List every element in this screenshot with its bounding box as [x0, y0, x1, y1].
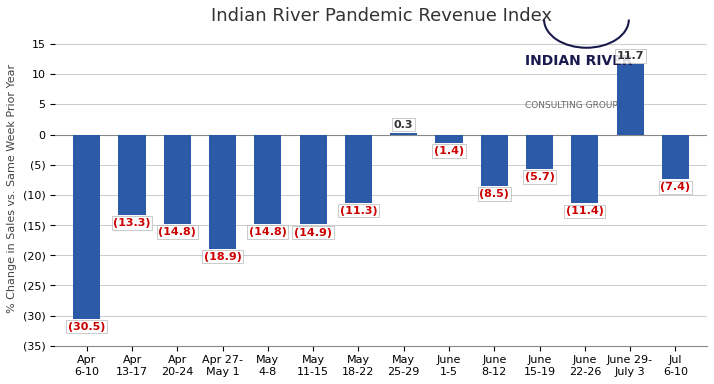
Text: (18.9): (18.9) — [203, 252, 241, 262]
Title: Indian River Pandemic Revenue Index: Indian River Pandemic Revenue Index — [211, 7, 552, 25]
Bar — [481, 135, 508, 186]
Bar — [164, 135, 191, 224]
Text: (8.5): (8.5) — [479, 189, 509, 199]
Text: (30.5): (30.5) — [68, 322, 106, 332]
Text: 11.7: 11.7 — [616, 51, 644, 61]
Bar — [571, 135, 598, 204]
Text: (13.3): (13.3) — [114, 218, 151, 228]
Bar — [74, 135, 101, 319]
Text: 0.3: 0.3 — [394, 120, 413, 130]
Bar — [662, 135, 689, 179]
Text: CONSULTING GROUP: CONSULTING GROUP — [525, 101, 618, 110]
Y-axis label: % Change in Sales vs. Same Week Prior Year: % Change in Sales vs. Same Week Prior Ye… — [7, 65, 17, 313]
Bar — [345, 135, 372, 203]
Text: (11.4): (11.4) — [566, 206, 604, 217]
Bar — [119, 135, 146, 215]
Text: (5.7): (5.7) — [525, 172, 555, 182]
Bar — [300, 135, 327, 225]
Text: (14.9): (14.9) — [294, 227, 332, 237]
Text: (1.4): (1.4) — [434, 146, 464, 156]
Text: (14.8): (14.8) — [249, 227, 287, 237]
Text: INDIAN RIVER: INDIAN RIVER — [525, 54, 632, 68]
Bar — [616, 64, 643, 135]
Bar — [436, 135, 463, 143]
Text: (7.4): (7.4) — [660, 182, 690, 192]
Text: (11.3): (11.3) — [340, 206, 377, 216]
Text: (14.8): (14.8) — [159, 227, 196, 237]
Bar — [209, 135, 236, 248]
Bar — [390, 133, 417, 135]
Bar — [526, 135, 553, 169]
Bar — [254, 135, 281, 224]
